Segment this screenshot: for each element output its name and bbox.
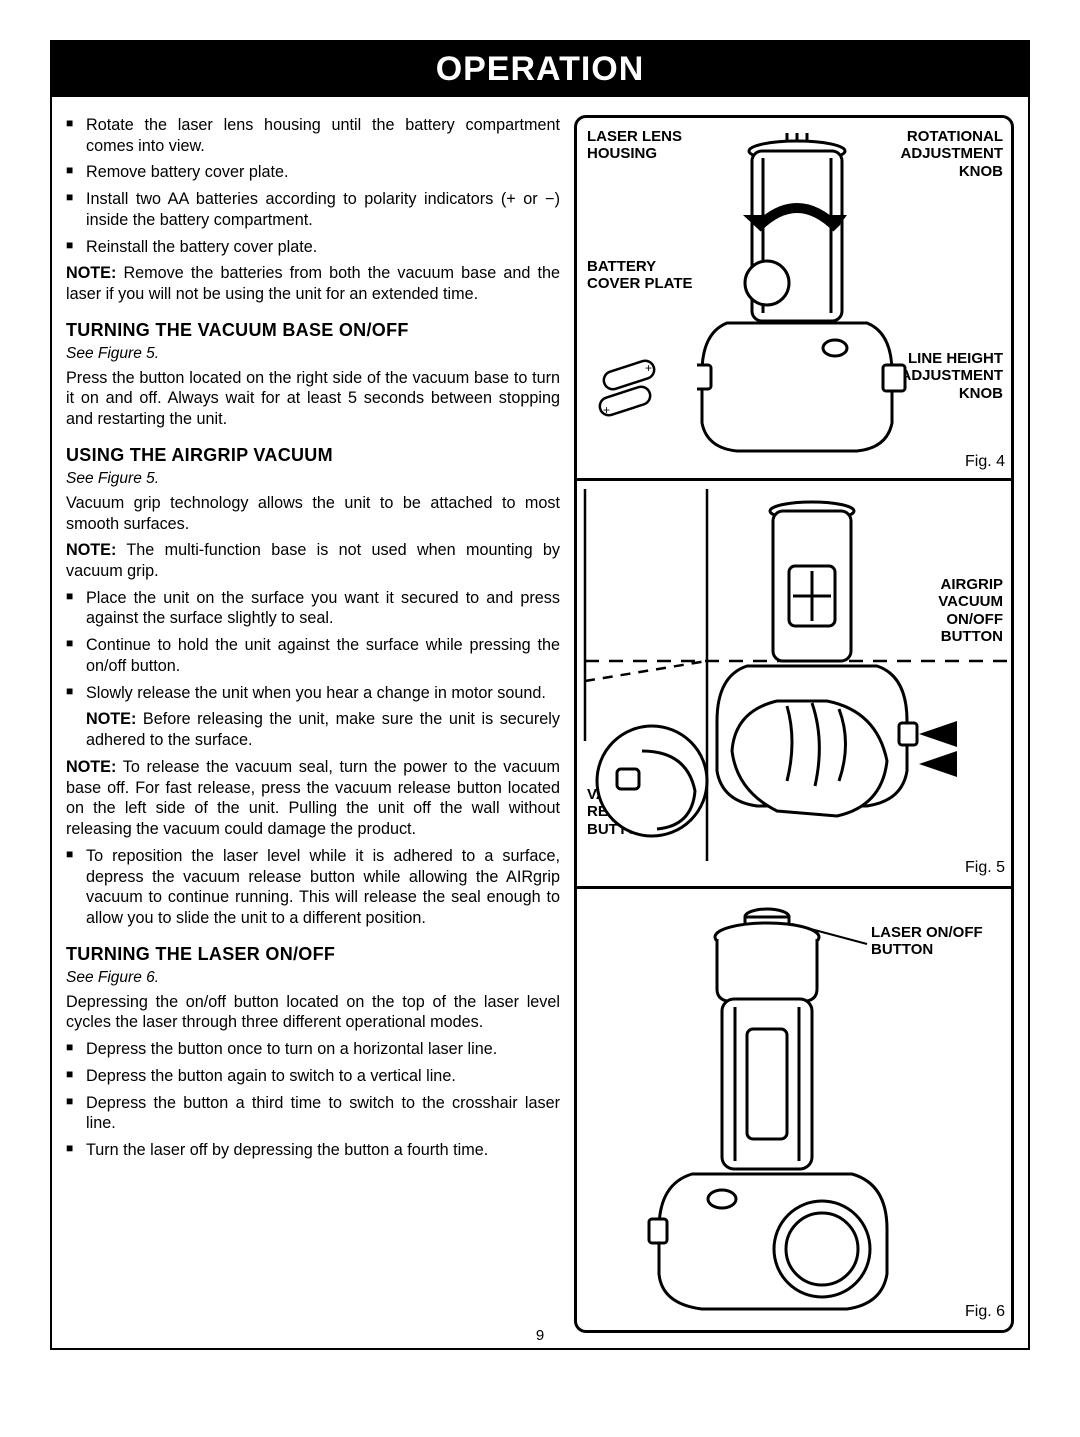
figure-column: LASER LENS HOUSING ROTATIONAL ADJUSTMENT…: [574, 115, 1014, 1343]
paragraph: Press the button located on the right si…: [66, 368, 560, 430]
list-item: To reposition the laser level while it i…: [66, 846, 560, 929]
svg-text:+: +: [603, 403, 610, 417]
device-illustration: [577, 481, 1009, 881]
list-item: Depress the button once to turn on a hor…: [66, 1039, 560, 1060]
figure-box: LASER LENS HOUSING ROTATIONAL ADJUSTMENT…: [574, 115, 1014, 1333]
list-item: Slowly release the unit when you hear a …: [66, 683, 560, 704]
paragraph: Depressing the on/off button located on …: [66, 992, 560, 1033]
see-figure: See Figure 6.: [66, 968, 560, 988]
s2-bullets2: To reposition the laser level while it i…: [66, 846, 560, 929]
device-illustration: [647, 899, 947, 1319]
list-item: Reinstall the battery cover plate.: [66, 237, 560, 258]
figure-5-panel: AIRGRIP VACUUM ON/OFF BUTTON VACUUM RELE…: [577, 481, 1011, 886]
figure-6-panel: LASER ON/OFF BUTTON Fig. 6: [577, 889, 1011, 1329]
list-item: Depress the button again to switch to a …: [66, 1066, 560, 1087]
note: NOTE: To release the vacuum seal, turn t…: [66, 757, 560, 840]
paragraph: Vacuum grip technology allows the unit t…: [66, 493, 560, 534]
section-header: OPERATION: [52, 42, 1028, 97]
section-title: TURNING THE VACUUM BASE ON/OFF: [66, 319, 560, 342]
note: NOTE: The multi-function base is not use…: [66, 540, 560, 581]
figure-number: Fig. 6: [965, 1303, 1005, 1321]
list-item: Depress the button a third time to switc…: [66, 1093, 560, 1134]
list-item: Rotate the laser lens housing until the …: [66, 115, 560, 156]
list-item: Turn the laser off by depressing the but…: [66, 1140, 560, 1161]
page-frame: OPERATION Rotate the laser lens housing …: [50, 40, 1030, 1350]
intro-note: NOTE: Remove the batteries from both the…: [66, 263, 560, 304]
sub-note: NOTE: Before releasing the unit, make su…: [66, 709, 560, 750]
section-title: USING THE AIRGRIP VACUUM: [66, 444, 560, 467]
see-figure: See Figure 5.: [66, 469, 560, 489]
label-battery: BATTERY COVER PLATE: [587, 258, 702, 293]
batteries-icon: + +: [595, 358, 675, 428]
label-laser-lens: LASER LENS HOUSING: [587, 128, 697, 163]
device-illustration: [697, 133, 907, 463]
figure-number: Fig. 4: [965, 453, 1005, 471]
section-title: TURNING THE LASER ON/OFF: [66, 943, 560, 966]
figure-4-panel: LASER LENS HOUSING ROTATIONAL ADJUSTMENT…: [577, 118, 1011, 478]
list-item: Remove battery cover plate.: [66, 162, 560, 183]
text-column: Rotate the laser lens housing until the …: [66, 115, 560, 1343]
s3-bullets: Depress the button once to turn on a hor…: [66, 1039, 560, 1161]
see-figure: See Figure 5.: [66, 344, 560, 364]
svg-text:+: +: [645, 361, 652, 375]
intro-bullets: Rotate the laser lens housing until the …: [66, 115, 560, 257]
s2-bullets: Place the unit on the surface you want i…: [66, 588, 560, 704]
content-columns: Rotate the laser lens housing until the …: [52, 97, 1028, 1343]
list-item: Continue to hold the unit against the su…: [66, 635, 560, 676]
list-item: Install two AA batteries according to po…: [66, 189, 560, 230]
list-item: Place the unit on the surface you want i…: [66, 588, 560, 629]
page-number: 9: [52, 1327, 1028, 1344]
